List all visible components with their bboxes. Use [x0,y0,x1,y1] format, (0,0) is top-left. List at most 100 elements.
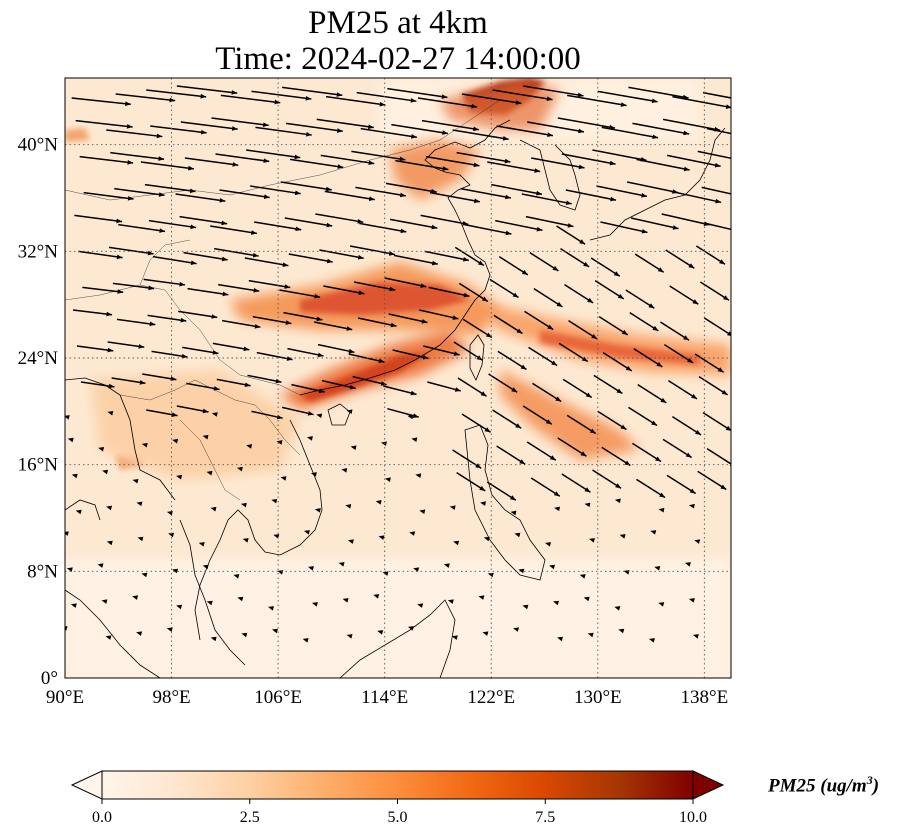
wind-arrow [602,352,633,372]
wind-arrow [614,606,621,611]
wind-arrow [106,129,163,139]
wind-arrow [561,153,616,166]
lon-tick-label: 130°E [574,687,622,708]
wind-arrow [183,251,228,262]
plot-title-line2: Time: 2024-02-27 14:00:00 [215,41,581,77]
wind-arrow [247,374,282,384]
wind-arrow [451,635,458,640]
wind-arrow [176,85,238,95]
wind-arrow [497,350,527,371]
wind-arrow [705,222,731,231]
malay-coast [179,519,246,666]
wind-arrow [284,217,333,228]
wind-arrow [252,315,292,325]
wind-arrow [65,531,69,536]
wind-arrow [461,413,491,433]
wind-arrow [108,246,154,256]
wind-arrow [356,91,417,103]
wind-arrow [564,284,594,304]
wind-arrow [387,407,419,418]
wind-arrow [456,151,511,164]
wind-arrow [424,250,469,262]
wind-arrow [702,412,731,432]
wind-arrow [355,186,406,198]
wind-arrow [114,187,165,197]
wind-arrow [417,603,424,608]
wind-arrow [597,90,658,104]
wind-arrow [658,507,665,513]
wind-arrow [480,501,486,506]
wind-arrow [307,566,314,571]
wind-arrow [531,157,585,170]
wind-arrow [146,409,178,417]
wind-arrow [65,626,68,631]
wind-arrow [141,442,148,448]
wind-arrow [522,405,553,425]
wind-arrow [216,378,251,388]
wind-arrow [187,287,229,297]
wind-arrow [268,606,274,611]
wind-arrow [246,444,253,449]
wind-arrow [703,317,731,336]
wind-arrow [648,638,655,643]
wind-arrow [492,409,522,429]
wind-arrow [373,594,380,599]
wind-arrow [210,506,217,512]
philippines-coast [464,424,546,581]
wind-arrow [670,190,722,204]
wind-arrow [237,596,244,602]
wind-arrow [276,440,283,445]
wind-arrow [697,150,731,159]
lat-tick-label: 32°N [18,241,59,262]
wind-arrow [594,280,625,300]
country-borders [65,99,501,501]
colorbar-extend-high [692,770,725,800]
wind-arrow [554,506,560,512]
colorbar-tick-label: 2.5 [240,809,260,826]
wind-arrow [601,126,659,140]
wind-arrow [210,225,257,235]
wind-arrow [359,222,407,234]
wind-arrow [219,189,270,199]
colorbar-tick-label: 7.5 [535,809,555,826]
wind-arrow [619,534,626,539]
wind-arrow [286,122,343,133]
hainan-coast [327,403,351,426]
wind-arrow [669,285,699,305]
colorbar-title-close: ) [872,775,880,797]
wind-arrow [106,540,113,546]
wind-arrow [629,312,659,332]
wind-arrow [172,568,179,574]
wind-arrow [387,87,448,99]
wind-arrow [283,311,323,322]
wind-arrow [271,498,278,504]
wind-arrow [291,383,325,394]
wind-arrow [565,189,617,202]
wind-arrow [111,377,146,385]
china-coast [299,119,511,396]
wind-arrow [427,381,461,392]
wind-arrow [150,125,207,135]
wind-arrow [478,595,485,600]
wind-arrow [521,193,572,206]
colorbar-ramp [102,771,693,799]
wind-arrow [236,466,243,472]
wind-arrow [452,129,509,141]
wind-arrow [311,602,318,607]
wind-arrow [625,289,655,309]
wind-arrow [83,191,134,201]
wind-arrow [353,281,396,292]
lon-tick-label: 98°E [152,687,190,708]
wind-arrow [597,410,627,431]
wind-arrow [254,221,302,232]
wind-arrow [78,250,123,260]
wind-arrow [222,319,261,329]
wind-arrow [510,510,517,516]
wind-arrow [101,599,108,604]
wind-arrow [556,225,586,245]
wind-arrow [561,473,591,493]
wind-arrow [650,530,657,535]
colorbar-tick-label: 5.0 [388,809,408,826]
wind-arrow [80,381,115,389]
